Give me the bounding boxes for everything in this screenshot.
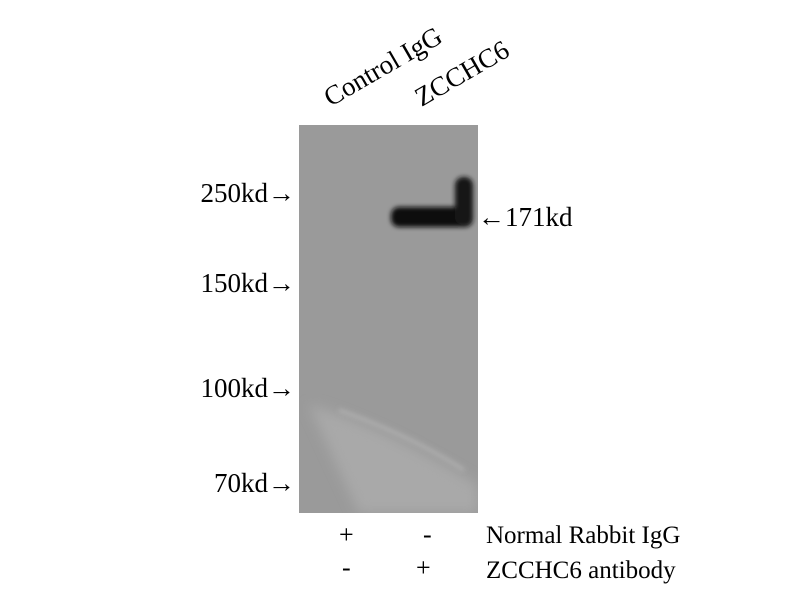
sign-igg-lane1: + — [339, 520, 354, 549]
condition-normal-rabbit-igg: Normal Rabbit IgG — [486, 522, 681, 549]
sign-igg-lane2: - — [423, 520, 432, 549]
band-label-171kd: ←171kd — [478, 202, 573, 232]
marker-150kd: 150kd→ — [200, 268, 296, 298]
membrane-smear — [309, 405, 478, 513]
protein-band-171kd — [391, 177, 473, 227]
sign-antibody-lane1: - — [342, 553, 351, 582]
sign-antibody-lane2: + — [416, 553, 431, 582]
marker-250kd: 250kd→ — [200, 178, 296, 208]
marker-70kd: 70kd→ — [214, 468, 295, 498]
blot-image — [299, 125, 478, 513]
condition-zcchc6-antibody: ZCCHC6 antibody — [486, 557, 676, 584]
marker-100kd: 100kd→ — [200, 373, 296, 403]
western-blot-membrane — [299, 125, 478, 513]
